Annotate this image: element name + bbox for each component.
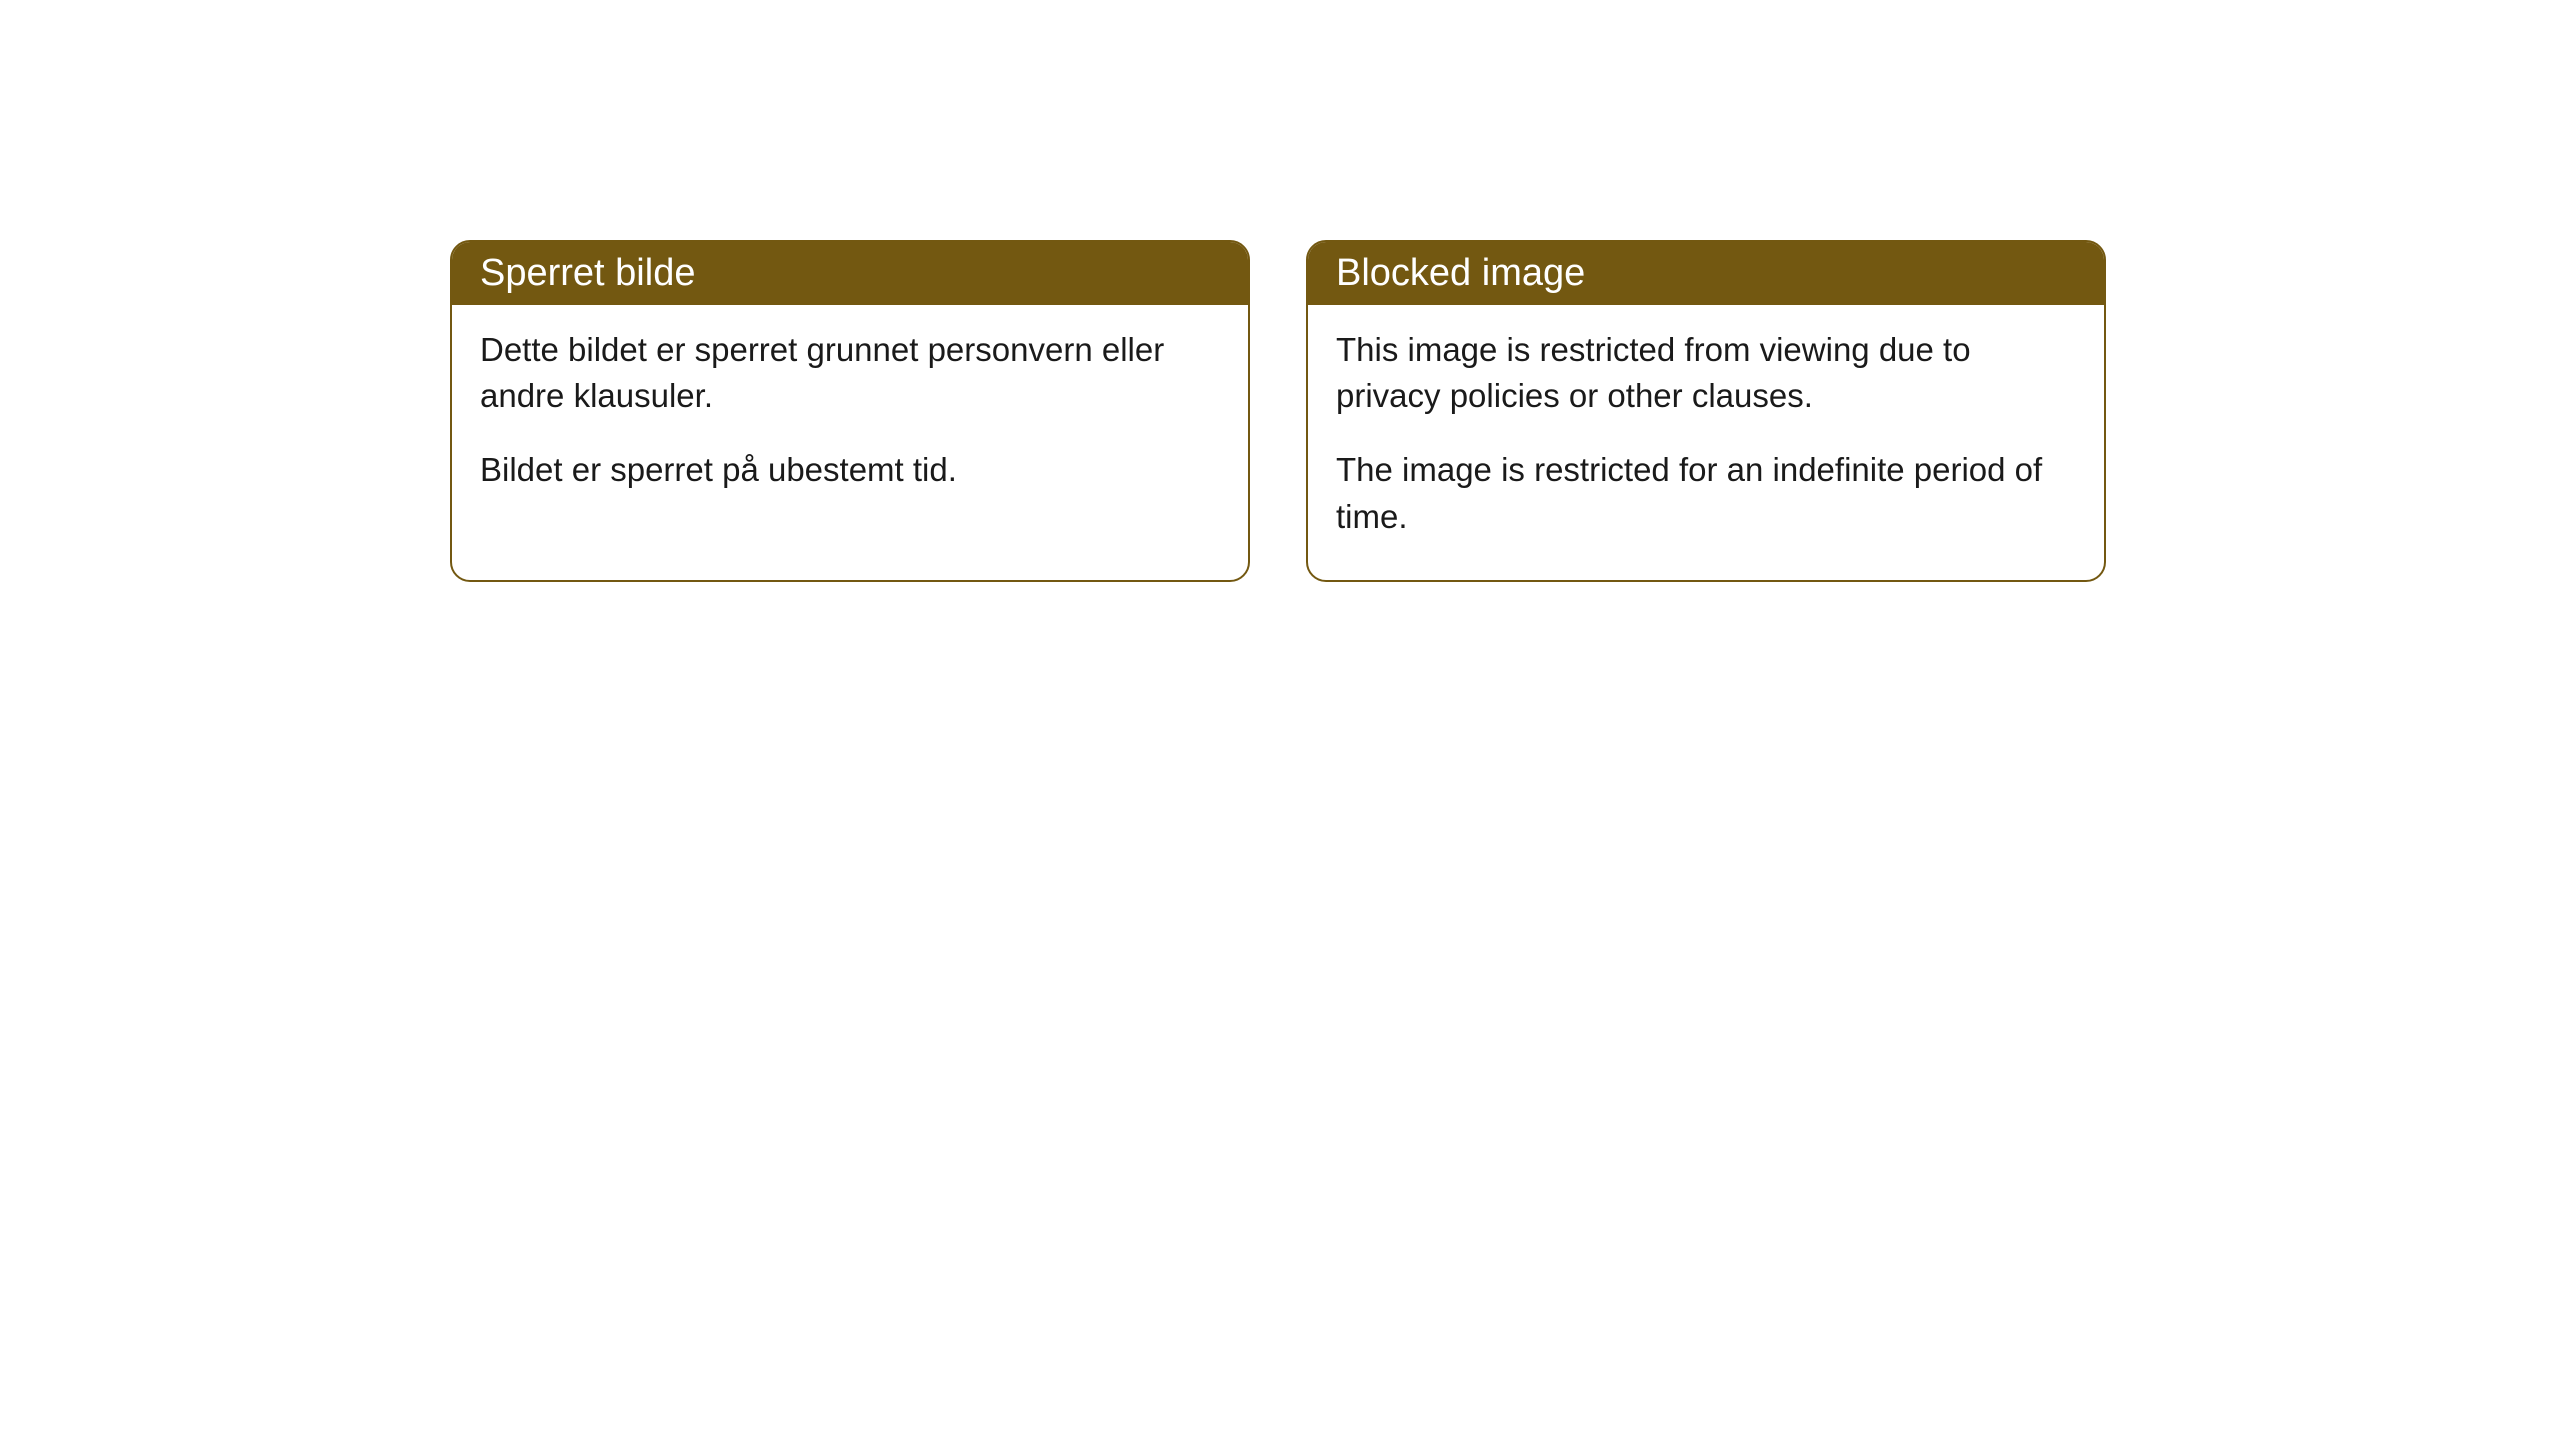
card-paragraph: Bildet er sperret på ubestemt tid.: [480, 447, 1220, 493]
card-body: Dette bildet er sperret grunnet personve…: [452, 305, 1248, 534]
card-paragraph: This image is restricted from viewing du…: [1336, 327, 2076, 419]
card-header: Sperret bilde: [452, 242, 1248, 305]
card-paragraph: The image is restricted for an indefinit…: [1336, 447, 2076, 539]
notice-card-norwegian: Sperret bilde Dette bildet er sperret gr…: [450, 240, 1250, 582]
card-body: This image is restricted from viewing du…: [1308, 305, 2104, 580]
notice-card-english: Blocked image This image is restricted f…: [1306, 240, 2106, 582]
notice-cards-container: Sperret bilde Dette bildet er sperret gr…: [450, 240, 2560, 582]
card-paragraph: Dette bildet er sperret grunnet personve…: [480, 327, 1220, 419]
card-header: Blocked image: [1308, 242, 2104, 305]
